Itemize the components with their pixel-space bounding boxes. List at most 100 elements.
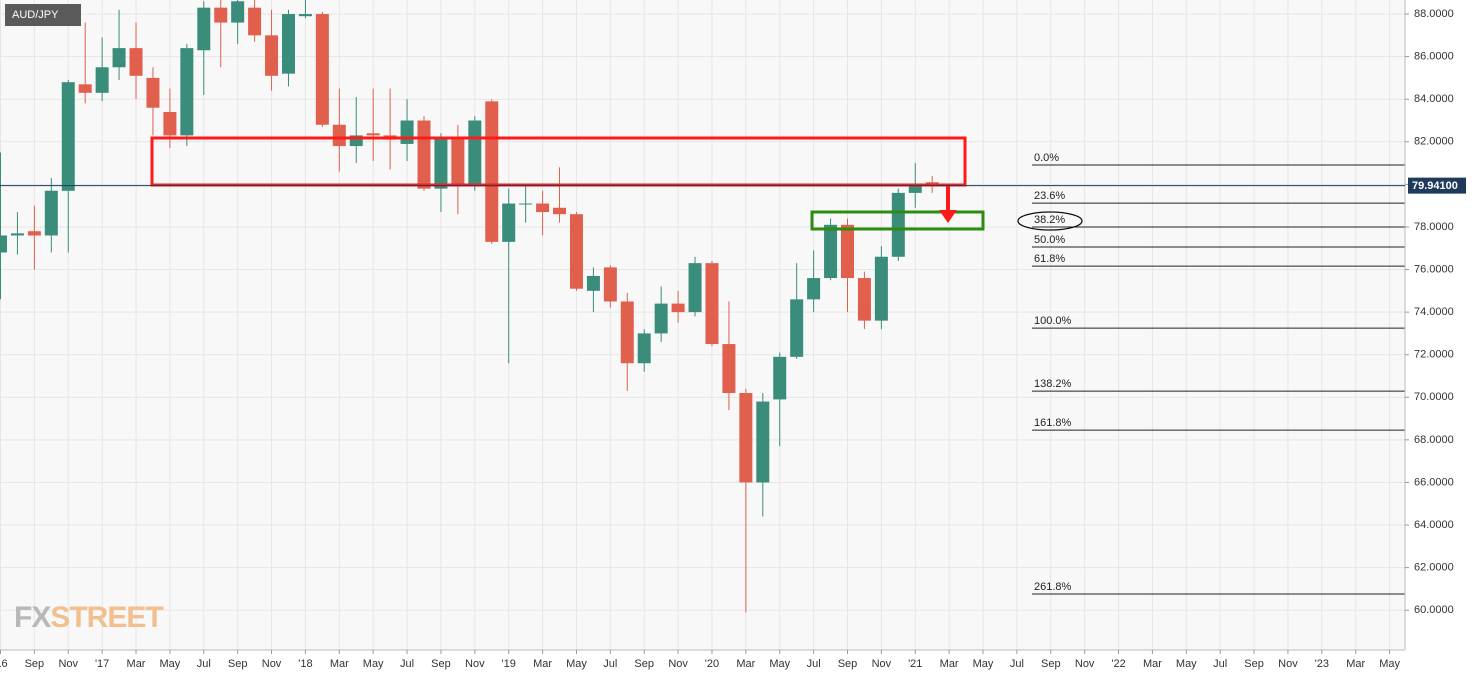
candle-body bbox=[824, 224, 838, 279]
candle-body bbox=[298, 14, 312, 17]
fib-label: 0.0% bbox=[1034, 152, 1059, 164]
candle-body bbox=[349, 135, 363, 147]
x-tick-label: Sep bbox=[634, 658, 654, 670]
x-tick-label: Nov bbox=[668, 658, 688, 670]
x-tick-label: '20 bbox=[705, 658, 719, 670]
symbol-box bbox=[5, 4, 81, 26]
last-price-label: 79.94100 bbox=[1412, 180, 1458, 192]
candle-body bbox=[536, 203, 550, 213]
x-tick-label: Jul bbox=[603, 658, 617, 670]
x-tick-label: Nov bbox=[1278, 658, 1298, 670]
fib-label: 23.6% bbox=[1034, 190, 1065, 202]
candle-body bbox=[95, 67, 109, 93]
watermark-street: STREET bbox=[50, 601, 163, 634]
x-tick-label: Mar bbox=[1346, 658, 1365, 670]
candle-body bbox=[248, 7, 262, 36]
y-tick-label: 68.0000 bbox=[1414, 434, 1454, 446]
x-tick-label: Nov bbox=[465, 658, 485, 670]
candle-body bbox=[671, 303, 685, 313]
candle-body bbox=[722, 344, 736, 394]
x-tick-label: Nov bbox=[58, 658, 78, 670]
x-tick-label: Mar bbox=[127, 658, 146, 670]
candle-body bbox=[620, 301, 634, 364]
fib-label: 50.0% bbox=[1034, 234, 1065, 246]
x-tick-label: '23 bbox=[1315, 658, 1329, 670]
x-tick-label: Jul bbox=[1010, 658, 1024, 670]
x-tick-label: '19 bbox=[502, 658, 516, 670]
x-tick-label: Sep bbox=[25, 658, 45, 670]
y-tick-label: 62.0000 bbox=[1414, 562, 1454, 574]
x-tick-label: May bbox=[566, 658, 587, 670]
x-tick-label: Mar bbox=[940, 658, 959, 670]
x-tick-label: Mar bbox=[1143, 658, 1162, 670]
y-tick-label: 82.0000 bbox=[1414, 136, 1454, 148]
x-tick-label: May bbox=[1379, 658, 1400, 670]
candle-body bbox=[281, 14, 295, 74]
fib-label: 61.8% bbox=[1034, 253, 1065, 265]
support-zone bbox=[810, 210, 985, 231]
x-tick-label: Sep bbox=[838, 658, 858, 670]
resistance-zone bbox=[150, 136, 967, 187]
x-tick-label: '21 bbox=[908, 658, 922, 670]
last-price-box bbox=[1408, 177, 1466, 194]
highlight-ellipse bbox=[1017, 211, 1083, 231]
y-tick-label: 60.0000 bbox=[1414, 604, 1454, 616]
x-tick-label: May bbox=[973, 658, 994, 670]
y-tick-label: 74.0000 bbox=[1414, 306, 1454, 318]
candle-body bbox=[807, 278, 821, 300]
candle-body bbox=[874, 256, 888, 321]
candle-body bbox=[265, 35, 279, 76]
x-tick-label: Sep bbox=[228, 658, 248, 670]
x-tick-label: '16 bbox=[0, 658, 8, 670]
x-tick-label: Mar bbox=[330, 658, 349, 670]
candle-body bbox=[790, 299, 804, 357]
y-tick-label: 84.0000 bbox=[1414, 93, 1454, 105]
candle-body bbox=[231, 1, 245, 23]
x-tick-label: May bbox=[160, 658, 181, 670]
candle-body bbox=[434, 137, 448, 189]
candle-body bbox=[112, 48, 126, 68]
candle-body bbox=[180, 48, 194, 136]
y-tick-label: 76.0000 bbox=[1414, 263, 1454, 275]
candle-body bbox=[129, 48, 143, 76]
y-tick-label: 86.0000 bbox=[1414, 51, 1454, 63]
x-tick-label: May bbox=[1176, 658, 1197, 670]
x-tick-label: Jul bbox=[1213, 658, 1227, 670]
watermark: FXSTREET bbox=[14, 601, 163, 634]
fib-label: 138.2% bbox=[1034, 378, 1072, 390]
fib-levels: 0.0% 23.6% 38.2% 50.0% 61.8% 100.0% 138.2% 161.… bbox=[1032, 152, 1405, 595]
candle-body bbox=[78, 84, 92, 93]
x-tick-label: '22 bbox=[1111, 658, 1125, 670]
candle-body bbox=[603, 267, 617, 302]
candle-body bbox=[485, 101, 499, 242]
candle-body bbox=[654, 303, 668, 334]
symbol-label: AUD/JPY bbox=[12, 9, 59, 21]
fib-label: 261.8% bbox=[1034, 581, 1072, 593]
candle-body bbox=[908, 186, 922, 193]
fib-label: 161.8% bbox=[1034, 417, 1072, 429]
candle-body bbox=[553, 207, 567, 215]
candle-body bbox=[569, 214, 583, 289]
y-tick-label: 64.0000 bbox=[1414, 519, 1454, 531]
candle-body bbox=[163, 111, 177, 136]
candle-body bbox=[315, 14, 329, 125]
watermark-fx: FX bbox=[14, 601, 51, 634]
y-tick-label: 66.0000 bbox=[1414, 476, 1454, 488]
candle-body bbox=[586, 275, 600, 291]
x-tick-label: '17 bbox=[95, 658, 109, 670]
overlay bbox=[150, 136, 1083, 231]
candle-body bbox=[400, 120, 414, 144]
fib-label: 38.2% bbox=[1034, 214, 1065, 226]
y-tick-label: 72.0000 bbox=[1414, 349, 1454, 361]
x-tick-label: Jul bbox=[807, 658, 821, 670]
candle-body bbox=[502, 203, 516, 242]
candle-body bbox=[10, 233, 24, 236]
candle-body bbox=[841, 224, 854, 279]
candle-body bbox=[417, 120, 431, 189]
candle-body bbox=[197, 7, 211, 51]
candle-body bbox=[146, 77, 160, 108]
x-tick-label: Sep bbox=[431, 658, 451, 670]
y-tick-label: 70.0000 bbox=[1414, 391, 1454, 403]
candle-body bbox=[468, 120, 482, 185]
